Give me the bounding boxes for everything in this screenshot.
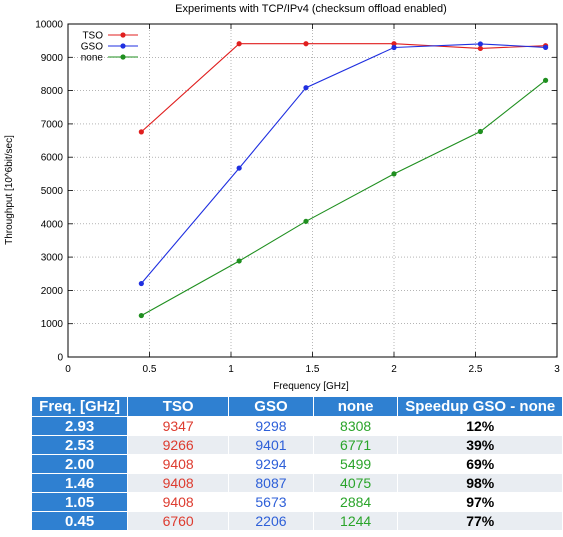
speedup-cell: 97% bbox=[398, 493, 562, 511]
data-point-gso bbox=[542, 44, 549, 50]
legend-marker-gso bbox=[120, 43, 126, 49]
data-point-gso bbox=[138, 280, 144, 287]
speedup-cell: 77% bbox=[398, 512, 562, 530]
y-tick-label: 1000 bbox=[41, 319, 64, 330]
none-cell: 5499 bbox=[313, 455, 398, 473]
data-point-tso bbox=[236, 41, 242, 47]
data-point-none bbox=[391, 171, 397, 177]
tso-cell: 9408 bbox=[128, 455, 229, 473]
table-row: 1.46 9408 8087 4075 98% bbox=[32, 474, 562, 492]
data-point-tso bbox=[477, 45, 483, 52]
grid bbox=[68, 24, 557, 357]
data-point-none bbox=[542, 77, 549, 83]
freq-cell: 0.45 bbox=[32, 512, 128, 530]
data-point-none bbox=[477, 128, 483, 135]
x-tick-label: 2.5 bbox=[469, 364, 483, 375]
none-cell: 2884 bbox=[313, 493, 398, 511]
table-row: 1.05 9408 5673 2884 97% bbox=[32, 493, 562, 511]
y-tick-label: 5000 bbox=[41, 186, 64, 197]
speedup-cell: 39% bbox=[398, 436, 562, 454]
none-cell: 8308 bbox=[313, 417, 398, 435]
axes: 0100020003000400050006000700080009000100… bbox=[35, 20, 560, 376]
data-point-gso bbox=[391, 44, 397, 51]
tso-cell: 9408 bbox=[128, 493, 229, 511]
legend-label-none: none bbox=[81, 53, 104, 64]
data-point-tso bbox=[391, 41, 397, 47]
table-row: 0.45 6760 2206 1244 77% bbox=[32, 512, 562, 530]
gso-cell: 2206 bbox=[229, 512, 313, 530]
y-tick-label: 10000 bbox=[35, 20, 63, 31]
data-point-gso bbox=[236, 165, 242, 171]
data-point-tso bbox=[303, 41, 309, 47]
x-tick-label: 0 bbox=[65, 364, 71, 375]
freq-cell: 2.93 bbox=[32, 417, 128, 435]
freq-cell: 1.46 bbox=[32, 474, 128, 492]
table-header-row: Freq. [GHz] TSO GSO none Speedup GSO - n… bbox=[32, 397, 562, 416]
data-point-none bbox=[303, 218, 309, 224]
speedup-cell: 12% bbox=[398, 417, 562, 435]
x-tick-label: 3 bbox=[554, 364, 560, 375]
chart-title: Experiments with TCP/IPv4 (checksum offl… bbox=[175, 3, 447, 15]
x-tick-label: 1 bbox=[228, 364, 234, 375]
y-tick-label: 9000 bbox=[41, 53, 64, 64]
speedup-cell: 98% bbox=[398, 474, 562, 492]
gso-cell: 9401 bbox=[229, 436, 313, 454]
y-tick-label: 3000 bbox=[41, 253, 64, 264]
data-point-none bbox=[236, 258, 242, 264]
none-cell: 6771 bbox=[313, 436, 398, 454]
freq-cell: 2.00 bbox=[32, 455, 128, 473]
legend-marker-none bbox=[120, 54, 126, 60]
series-line-gso bbox=[140, 43, 546, 284]
x-tick-label: 0.5 bbox=[143, 364, 157, 375]
legend-label-gso: GSO bbox=[81, 42, 103, 53]
legend-marker-tso bbox=[120, 32, 126, 38]
speedup-cell: 69% bbox=[398, 455, 562, 473]
header-speedup: Speedup GSO - none bbox=[398, 397, 562, 416]
plot-frame bbox=[67, 23, 558, 358]
header-freq: Freq. [GHz] bbox=[32, 397, 128, 416]
series-lines bbox=[138, 41, 549, 319]
none-cell: 4075 bbox=[313, 474, 398, 492]
header-gso: GSO bbox=[229, 397, 313, 416]
data-point-tso bbox=[138, 129, 144, 135]
table-row: 2.93 9347 9298 8308 12% bbox=[32, 417, 562, 435]
table-row: 2.53 9266 9401 6771 39% bbox=[32, 436, 562, 454]
y-axis-label: Throughput [10^6bit/sec] bbox=[4, 135, 15, 245]
freq-cell: 1.05 bbox=[32, 493, 128, 511]
freq-cell: 2.53 bbox=[32, 436, 128, 454]
y-tick-label: 2000 bbox=[41, 286, 64, 297]
throughput-chart: Experiments with TCP/IPv4 (checksum offl… bbox=[4, 3, 560, 392]
legend-label-tso: TSO bbox=[82, 31, 103, 42]
results-table: Freq. [GHz] TSO GSO none Speedup GSO - n… bbox=[31, 396, 563, 531]
x-tick-label: 1.5 bbox=[306, 364, 320, 375]
none-cell: 1244 bbox=[313, 512, 398, 530]
y-tick-label: 7000 bbox=[41, 119, 64, 130]
y-tick-label: 4000 bbox=[41, 219, 64, 230]
tso-cell: 9408 bbox=[128, 474, 229, 492]
series-line-none bbox=[141, 79, 546, 317]
header-none: none bbox=[313, 397, 398, 416]
data-point-gso bbox=[303, 85, 309, 91]
tso-cell: 6760 bbox=[128, 512, 229, 530]
x-tick-label: 2 bbox=[391, 364, 397, 375]
gso-cell: 9294 bbox=[229, 455, 313, 473]
tso-cell: 9347 bbox=[128, 417, 229, 435]
series-line-tso bbox=[140, 43, 546, 133]
gso-cell: 9298 bbox=[229, 417, 313, 435]
gso-cell: 5673 bbox=[229, 493, 313, 511]
tso-cell: 9266 bbox=[128, 436, 229, 454]
y-tick-label: 6000 bbox=[41, 153, 64, 164]
table-row: 2.00 9408 9294 5499 69% bbox=[32, 455, 562, 473]
data-point-none bbox=[138, 312, 144, 319]
y-tick-label: 0 bbox=[57, 353, 63, 364]
header-tso: TSO bbox=[128, 397, 229, 416]
y-tick-label: 8000 bbox=[41, 86, 64, 97]
gso-cell: 8087 bbox=[229, 474, 313, 492]
x-axis-label: Frequency [GHz] bbox=[273, 381, 349, 392]
data-point-gso bbox=[477, 41, 483, 47]
